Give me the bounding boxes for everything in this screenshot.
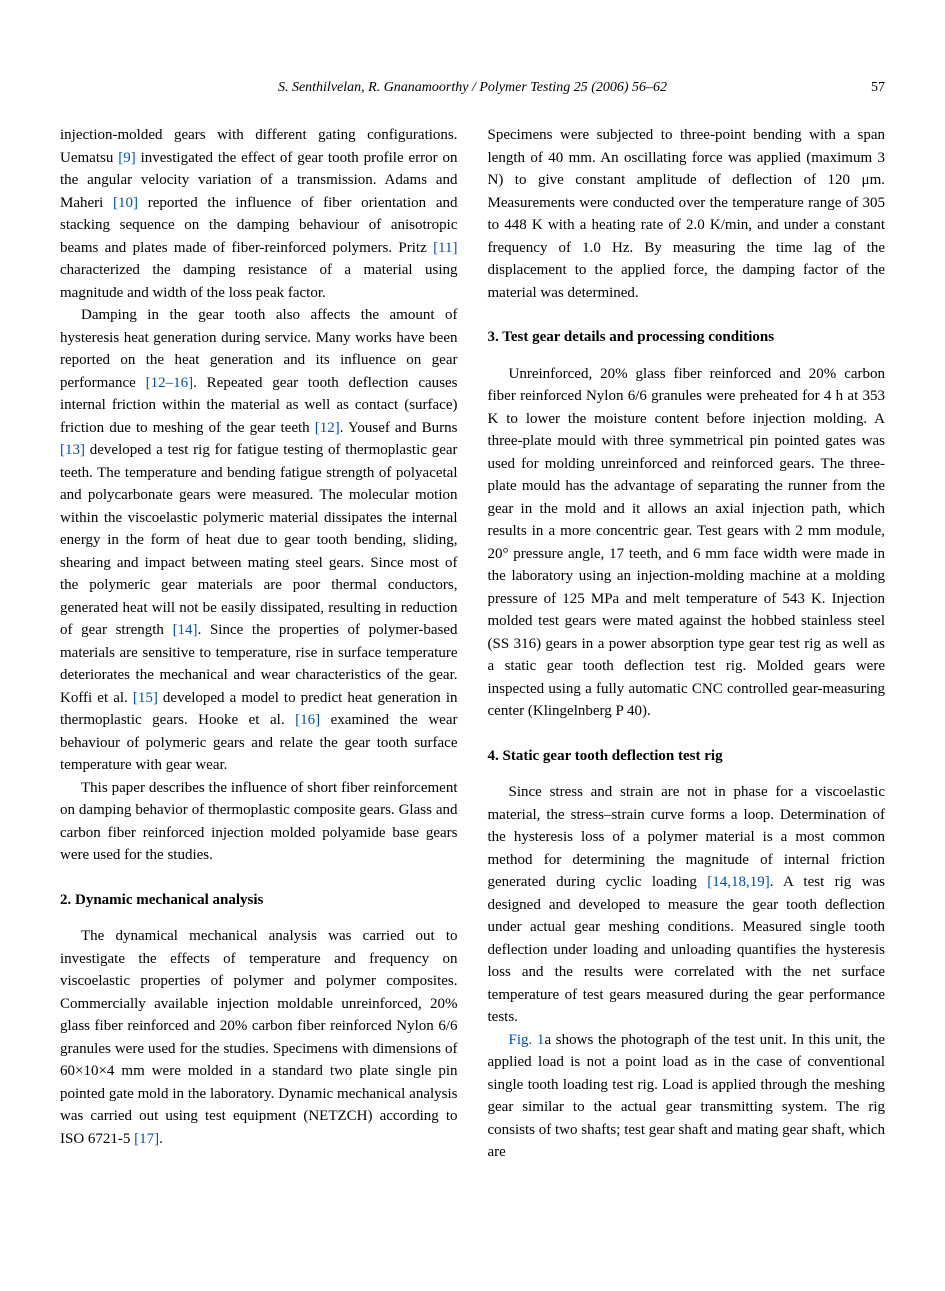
figure-link[interactable]: Fig. 1 bbox=[509, 1032, 545, 1048]
running-head: S. Senthilvelan, R. Gnanamoorthy / Polym… bbox=[278, 80, 667, 95]
body-paragraph: Damping in the gear tooth also affects t… bbox=[60, 304, 458, 777]
reference-link[interactable]: [12–16] bbox=[146, 375, 194, 391]
section-heading: 3. Test gear details and processing cond… bbox=[488, 326, 886, 349]
reference-link[interactable]: [12] bbox=[315, 420, 340, 436]
left-column: injection-molded gears with different ga… bbox=[60, 124, 458, 1164]
right-column: Specimens were subjected to three-point … bbox=[488, 124, 886, 1164]
reference-link[interactable]: [17] bbox=[134, 1131, 159, 1147]
body-paragraph: This paper describes the influence of sh… bbox=[60, 777, 458, 867]
body-paragraph: Specimens were subjected to three-point … bbox=[488, 124, 886, 304]
body-text: The dynamical mechanical analysis was ca… bbox=[60, 928, 458, 1147]
reference-link[interactable]: [10] bbox=[113, 195, 138, 211]
reference-link[interactable]: [16] bbox=[295, 712, 320, 728]
reference-link[interactable]: [13] bbox=[60, 442, 85, 458]
body-text: a shows the photograph of the test unit.… bbox=[488, 1032, 886, 1161]
reference-link[interactable]: [14] bbox=[173, 622, 198, 638]
body-paragraph: The dynamical mechanical analysis was ca… bbox=[60, 925, 458, 1150]
section-heading: 2. Dynamic mechanical analysis bbox=[60, 889, 458, 912]
body-paragraph: injection-molded gears with different ga… bbox=[60, 124, 458, 304]
reference-link[interactable]: [15] bbox=[133, 690, 158, 706]
reference-link[interactable]: [9] bbox=[118, 150, 136, 166]
body-text: . bbox=[159, 1131, 163, 1147]
section-heading: 4. Static gear tooth deflection test rig bbox=[488, 745, 886, 768]
reference-link[interactable]: [11] bbox=[433, 240, 457, 256]
body-text: . A test rig was designed and developed … bbox=[488, 874, 886, 1025]
reference-link[interactable]: [14,18,19] bbox=[707, 874, 770, 890]
body-paragraph: Since stress and strain are not in phase… bbox=[488, 781, 886, 1029]
page-number: 57 bbox=[871, 80, 885, 96]
body-text: . Yousef and Burns bbox=[340, 420, 458, 436]
body-text: developed a test rig for fatigue testing… bbox=[60, 442, 458, 638]
body-paragraph: Fig. 1a shows the photograph of the test… bbox=[488, 1029, 886, 1164]
body-paragraph: Unreinforced, 20% glass fiber reinforced… bbox=[488, 363, 886, 723]
running-head-container: S. Senthilvelan, R. Gnanamoorthy / Polym… bbox=[60, 80, 885, 96]
two-column-layout: injection-molded gears with different ga… bbox=[60, 124, 885, 1164]
body-text: characterized the damping resistance of … bbox=[60, 262, 458, 301]
